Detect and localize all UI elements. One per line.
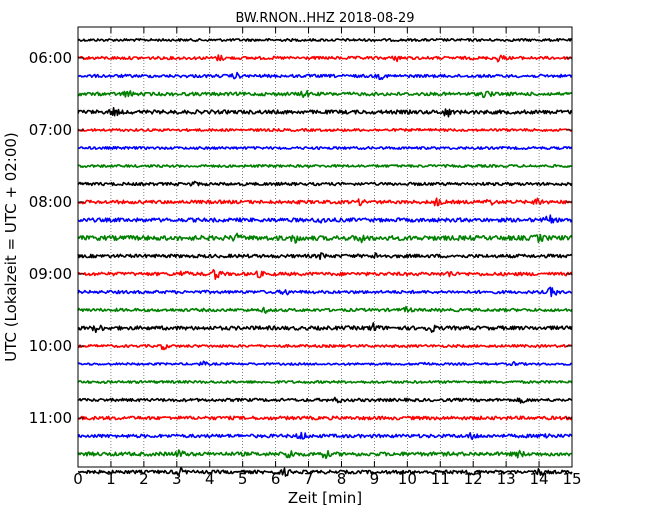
y-tick-label: 10:00 bbox=[29, 337, 72, 355]
plot-frame bbox=[77, 26, 573, 468]
x-tick-label: 11 bbox=[431, 470, 450, 488]
trace-0745 bbox=[77, 180, 573, 187]
x-tick-label: 12 bbox=[464, 470, 483, 488]
x-tick-label: 8 bbox=[337, 470, 347, 488]
x-tick-label: 3 bbox=[172, 470, 182, 488]
trace-1130 bbox=[77, 449, 573, 460]
y-tick-label: 06:00 bbox=[29, 49, 72, 67]
trace-0900 bbox=[77, 268, 573, 281]
x-tick-label: 2 bbox=[139, 470, 149, 488]
trace-0715 bbox=[77, 145, 573, 151]
trace-0600 bbox=[77, 54, 573, 63]
trace-1145 bbox=[77, 467, 573, 477]
trace-1045 bbox=[77, 396, 573, 404]
trace-1015 bbox=[77, 360, 573, 367]
trace-1100 bbox=[78, 415, 573, 421]
x-tick-label: 0 bbox=[73, 470, 83, 488]
x-tick-label: 7 bbox=[304, 470, 314, 488]
x-tick-label: 10 bbox=[398, 470, 417, 488]
trace-0700 bbox=[77, 127, 573, 133]
chart-title: BW.RNON..HHZ 2018-08-29 bbox=[235, 11, 415, 26]
trace-1030 bbox=[77, 379, 573, 385]
x-tick-label: 9 bbox=[370, 470, 380, 488]
trace-0845 bbox=[77, 252, 573, 261]
y-tick-label: 07:00 bbox=[29, 121, 72, 139]
x-tick-label: 13 bbox=[497, 470, 516, 488]
x-tick-label: 5 bbox=[238, 470, 248, 488]
x-tick-label: 6 bbox=[271, 470, 281, 488]
trace-1115 bbox=[77, 431, 573, 441]
trace-0730 bbox=[77, 163, 573, 169]
trace-0630 bbox=[77, 89, 573, 99]
x-axis-label: Zeit [min] bbox=[288, 489, 362, 507]
trace-0915 bbox=[77, 286, 573, 298]
x-tick-label: 4 bbox=[205, 470, 215, 488]
x-tick-label: 14 bbox=[530, 470, 549, 488]
y-axis-label: UTC (Lokalzeit = UTC + 02:00) bbox=[2, 132, 20, 362]
y-tick-label: 09:00 bbox=[29, 265, 72, 283]
y-tick-label: 11:00 bbox=[29, 409, 72, 427]
trace-0645 bbox=[77, 107, 573, 118]
x-tick-label: 1 bbox=[106, 470, 116, 488]
trace-1000 bbox=[77, 343, 573, 351]
trace-0930 bbox=[77, 305, 573, 314]
trace-0615 bbox=[78, 71, 573, 81]
trace-0800 bbox=[77, 197, 573, 207]
x-tick-label: 15 bbox=[562, 470, 581, 488]
y-tick-label: 08:00 bbox=[29, 193, 72, 211]
trace-0945 bbox=[77, 322, 573, 334]
trace-0815 bbox=[77, 214, 573, 224]
trace-0545 bbox=[77, 37, 573, 43]
trace-0830 bbox=[77, 232, 573, 244]
